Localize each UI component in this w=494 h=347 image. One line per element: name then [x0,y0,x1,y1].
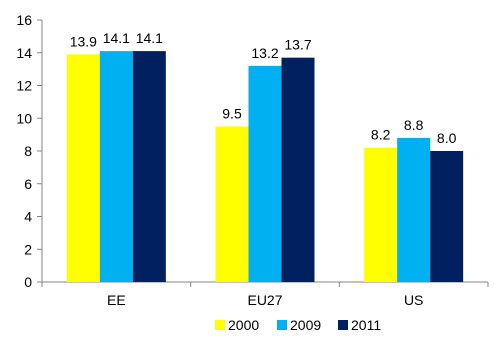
legend-swatch [338,320,348,330]
y-tick-label: 10 [16,110,32,126]
legend-label: 2000 [228,317,259,333]
legend-swatch [215,320,225,330]
bar [281,57,315,282]
legend: 2000 2009 2011 [215,317,381,333]
y-tick-label: 6 [24,176,32,192]
bar [430,151,464,282]
bar-value-label: 13.7 [284,37,311,53]
x-tick-label: US [404,292,423,308]
bar-value-label: 13.2 [251,45,278,61]
bar-value-label: 9.5 [222,105,242,121]
legend-swatch [277,320,287,330]
bar-value-label: 8.8 [404,117,424,133]
y-tick-label: 12 [16,78,32,94]
bar [99,51,133,282]
bar-value-label: 14.1 [136,30,163,46]
bar [397,137,431,282]
x-tick-label: EU27 [247,292,282,308]
y-tick-label: 16 [16,12,32,28]
y-tick-label: 2 [24,241,32,257]
bar [132,51,166,282]
legend-label: 2011 [351,317,381,333]
bar [215,126,249,282]
bar-value-label: 8.2 [371,127,391,143]
data-labels: 13.9 14.1 14.1 9.5 13.2 13.7 8.2 8.8 8.0 [70,30,457,146]
bar [248,65,282,282]
y-tick-label: 4 [24,209,32,225]
legend-label: 2009 [290,317,321,333]
bar [66,54,100,283]
axes: 0 2 4 6 8 10 12 14 16 EE EU27 US [16,12,489,308]
y-tick-label: 14 [16,45,32,61]
bar [364,147,398,282]
bar-value-label: 14.1 [103,30,130,46]
bar-value-label: 8.0 [437,130,457,146]
y-tick-label: 0 [24,274,32,290]
y-tick-label: 8 [24,143,32,159]
x-tick-label: EE [107,292,126,308]
bar-value-label: 13.9 [70,33,97,49]
bars [66,51,464,283]
